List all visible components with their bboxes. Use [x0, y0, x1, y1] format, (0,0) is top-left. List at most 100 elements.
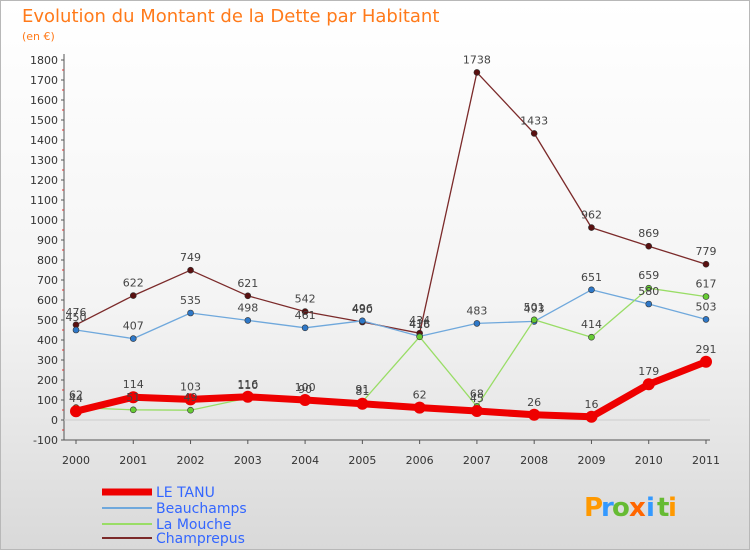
legend-label-la-mouche: La Mouche [156, 517, 232, 533]
data-label-le-tanu: 81 [355, 385, 369, 398]
x-tick-label: 2006 [406, 454, 434, 467]
data-point-la-mouche [187, 406, 194, 414]
logo-letter: t [657, 493, 669, 523]
data-point-la-mouche [588, 333, 595, 341]
data-point-beauchamps [645, 300, 653, 308]
data-label-champrepus: 749 [180, 251, 201, 264]
data-label-beauchamps: 450 [66, 311, 87, 324]
x-tick-label: 2001 [119, 454, 147, 467]
x-tick-label: 2009 [577, 454, 605, 467]
logo-letter: i [668, 493, 677, 523]
data-label-champrepus: 779 [696, 245, 717, 258]
y-tick-label: 800 [37, 254, 58, 267]
data-point-la-mouche [645, 284, 653, 292]
chart-title: Evolution du Montant de la Dette par Hab… [22, 6, 439, 27]
data-label-champrepus: 962 [581, 209, 602, 222]
data-label-la-mouche: 49 [184, 391, 198, 404]
data-label-le-tanu: 26 [527, 396, 541, 409]
data-label-le-tanu: 179 [638, 365, 659, 378]
data-label-beauchamps: 535 [180, 294, 201, 307]
data-label-la-mouche: 501 [524, 301, 545, 314]
data-point-beauchamps [187, 309, 194, 317]
data-point-beauchamps [301, 324, 309, 332]
data-label-la-mouche: 51 [126, 391, 140, 404]
x-tick-label: 2007 [463, 454, 491, 467]
logo-letter: i [646, 493, 655, 523]
y-tick-label: 1600 [30, 94, 58, 107]
series-line-beauchamps [75, 289, 707, 340]
series-line-la-mouche [75, 287, 707, 411]
data-point-beauchamps [129, 335, 137, 342]
data-label-champrepus: 1433 [520, 114, 548, 127]
data-label-la-mouche: 68 [470, 387, 484, 400]
series-champrepus [72, 69, 710, 337]
data-label-le-tanu: 16 [584, 398, 598, 411]
data-label-beauchamps: 580 [638, 285, 659, 298]
data-label-champrepus: 622 [123, 277, 144, 290]
y-tick-label: 500 [37, 314, 58, 327]
data-point-la-mouche [416, 333, 423, 341]
data-point-le-tanu [700, 355, 712, 368]
data-label-le-tanu: 100 [295, 381, 316, 394]
data-label-beauchamps: 483 [466, 304, 487, 317]
y-tick-label: 1200 [30, 174, 58, 187]
logo-letter: o [612, 493, 630, 523]
series-line-le-tanu [72, 358, 710, 421]
data-label-champrepus: 542 [295, 293, 316, 306]
data-label-beauchamps: 498 [237, 301, 258, 314]
data-point-le-tanu [299, 394, 312, 406]
x-tick-label: 2004 [291, 454, 319, 467]
data-label-beauchamps: 493 [524, 302, 545, 315]
x-tick-label: 2010 [635, 454, 663, 467]
series-line-champrepus [75, 71, 707, 334]
y-tick-label: 700 [37, 274, 58, 287]
series-layer [70, 69, 712, 423]
data-point-champrepus [588, 224, 595, 231]
chart-subtitle: (en €) [22, 30, 55, 43]
data-label-le-tanu: 45 [470, 392, 484, 405]
y-tick-label: 300 [37, 354, 58, 367]
data-label-le-tanu: 44 [69, 392, 83, 405]
data-label-le-tanu: 291 [696, 343, 717, 356]
data-point-champrepus [702, 260, 710, 268]
data-label-champrepus: 621 [237, 277, 258, 290]
y-tick-label: 200 [37, 374, 58, 387]
data-point-le-tanu [642, 378, 655, 391]
y-tick-label: 1700 [30, 74, 58, 87]
y-tick-label: 900 [37, 234, 58, 247]
data-point-champrepus [244, 292, 252, 300]
y-tick-label: 1000 [30, 214, 58, 227]
data-point-champrepus [187, 266, 194, 274]
data-label-beauchamps: 461 [295, 309, 316, 322]
data-label-le-tanu: 62 [413, 389, 427, 402]
logo-letter: x [629, 493, 646, 523]
logo-letter: P [584, 493, 603, 523]
x-tick-label: 2000 [62, 454, 90, 467]
data-point-le-tanu [241, 390, 254, 403]
data-label-la-mouche: 90 [298, 383, 312, 396]
data-point-le-tanu [184, 393, 197, 406]
x-tick-label: 2011 [692, 454, 720, 467]
series-beauchamps [72, 286, 710, 342]
y-tick-label: 100 [37, 394, 58, 407]
data-point-le-tanu [585, 410, 598, 423]
data-label-la-mouche: 617 [696, 278, 717, 291]
data-point-champrepus [530, 130, 538, 137]
data-point-la-mouche [129, 406, 137, 414]
data-label-le-tanu: 114 [123, 378, 144, 391]
y-tick-label: 1300 [30, 154, 58, 167]
data-point-la-mouche [702, 293, 710, 300]
data-label-le-tanu: 116 [237, 378, 258, 391]
x-tick-label: 2008 [520, 454, 548, 467]
data-label-la-mouche: 62 [69, 389, 83, 402]
data-label-la-mouche: 414 [581, 318, 602, 331]
data-label-champrepus: 434 [409, 314, 430, 327]
data-label-le-tanu: 103 [180, 380, 201, 393]
data-point-le-tanu [413, 401, 426, 414]
series-le-tanu [70, 355, 712, 423]
data-label-champrepus: 490 [352, 303, 373, 316]
data-point-la-mouche [530, 316, 538, 324]
